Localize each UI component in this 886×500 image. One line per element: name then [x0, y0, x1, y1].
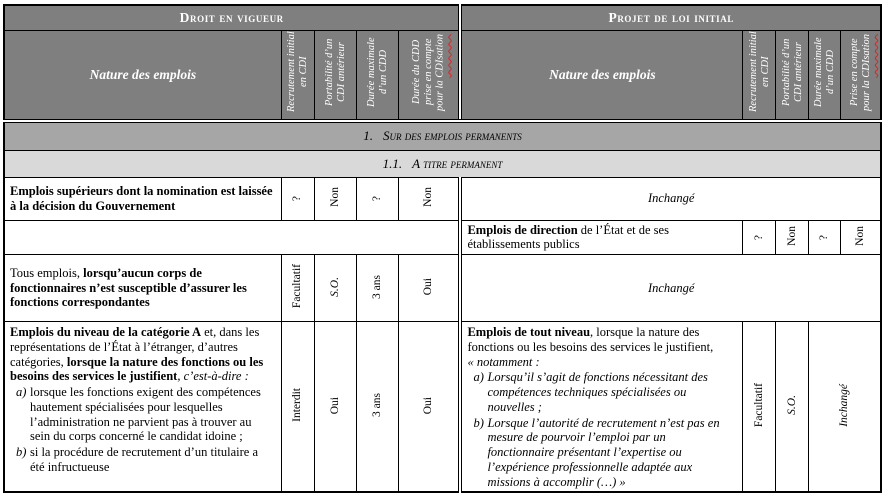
- row4-left-nature-cell: Emplois du niveau de la catégorie A et, …: [3, 321, 282, 493]
- section-1-cell: 1. Sur des emplois permanents: [3, 120, 882, 151]
- row4-right-value-recrutement: Facultatif: [742, 321, 777, 493]
- col-header-left-portabilite: Portabilité d’un CDI antérieur: [313, 29, 357, 123]
- row3-left-value-recrutement: Facultatif: [280, 254, 315, 322]
- row2-right-value-portabilite: Non: [775, 219, 810, 255]
- table-row-emplois-superieurs: Emplois supérieurs dont la nomination es…: [3, 176, 882, 221]
- col-header-left-duree-max: Durée maximale d’un CDD: [355, 29, 399, 123]
- row4-right-intro: Emplois de tout niveau, lorsque la natur…: [467, 325, 714, 354]
- nature-header-left: Nature des emplois: [3, 29, 282, 123]
- row2-left-empty-cell: [3, 219, 461, 255]
- row1-left-nature-cell: Emplois supérieurs dont la nomination es…: [3, 176, 282, 221]
- inchange-label: Inchangé: [647, 191, 695, 205]
- row2-right-value-cdisation: Non: [840, 219, 882, 255]
- col-header-right-cdisation: Prise en compte pour la CDIsation: [840, 29, 882, 123]
- row3-left-value-duree-max: 3 ans: [355, 254, 399, 322]
- row4-left-value-duree-max: 3 ans: [355, 321, 399, 493]
- row2-right-value-recrutement: ?: [742, 219, 777, 255]
- list-item-b: b) si la procédure de recrutement d’un t…: [16, 445, 259, 474]
- spellcheck-underlined-word: CDIsation: [434, 33, 446, 78]
- row4-right-merged-value: Inchangé: [808, 321, 882, 493]
- nature-header-right: Nature des emplois: [458, 29, 744, 123]
- table-row-categorie-a: Emplois du niveau de la catégorie A et, …: [3, 321, 882, 493]
- row4-right-notamment: « notamment :: [467, 354, 540, 369]
- col-header-left-recrutement: Recrutement initial en CDI: [280, 29, 315, 123]
- row4-right-value-portabilite: S.O.: [775, 321, 810, 493]
- row2-right-nature-cell: Emplois de direction de l’État et de ses…: [458, 219, 744, 255]
- col-header-right-duree-max: Durée maximale d’un CDD: [808, 29, 842, 123]
- row3-right-merged-cell: Inchangé: [458, 254, 882, 322]
- row3-left-value-portabilite: S.O.: [313, 254, 357, 322]
- section-1-1-title: A titre permanent: [412, 155, 503, 171]
- group-title-left: Droit en vigueur: [3, 4, 461, 31]
- row4-left-value-cdisation: Oui: [397, 321, 461, 493]
- section-1-title: Sur des emplois permanents: [383, 128, 522, 144]
- table-row-emplois-direction: Emplois de direction de l’État et de ses…: [3, 219, 882, 255]
- list-item-a: a) Lorsqu’il s’agit de fonctions nécessi…: [473, 370, 708, 414]
- group-title-left-label: Droit en vigueur: [179, 9, 284, 25]
- group-title-right-label: Projet de loi initial: [608, 9, 734, 25]
- section-row-1-1: 1.1. A titre permanent: [3, 149, 882, 178]
- row1-left-value-recrutement: ?: [280, 176, 315, 221]
- row4-left-intro: Emplois du niveau de la catégorie A et, …: [10, 325, 264, 384]
- row4-left-value-recrutement: Interdit: [280, 321, 315, 493]
- row1-left-value-cdisation: Non: [397, 176, 461, 221]
- section-row-1: 1. Sur des emplois permanents: [3, 120, 882, 151]
- row4-right-nature-cell: Emplois de tout niveau, lorsque la natur…: [458, 321, 744, 493]
- row4-left-value-portabilite: Oui: [313, 321, 357, 493]
- section-1-number: 1.: [363, 128, 373, 144]
- list-item-a: a) lorsque les fonctions exigent des com…: [16, 385, 261, 444]
- row3-left-nature-cell: Tous emplois, lorsqu’aucun corps de fonc…: [3, 254, 282, 322]
- col-header-right-portabilite: Portabilité d’un CDI antérieur: [775, 29, 810, 123]
- row3-left-value-cdisation: Oui: [397, 254, 461, 322]
- col-header-left-cdisation: Durée du CDD prise en compte pour la CDI…: [397, 29, 461, 123]
- row1-left-value-duree-max: ?: [355, 176, 399, 221]
- section-1-1-cell: 1.1. A titre permanent: [3, 149, 882, 178]
- col-header-right-recrutement: Recrutement initial en CDI: [742, 29, 777, 123]
- row1-right-merged-cell: Inchangé: [458, 176, 882, 221]
- group-title-row: Droit en vigueur Projet de loi initial: [3, 4, 882, 31]
- row1-left-value-portabilite: Non: [313, 176, 357, 221]
- table-row-tous-emplois: Tous emplois, lorsqu’aucun corps de fonc…: [3, 254, 882, 322]
- spellcheck-underlined-word: CDIsation: [860, 33, 872, 78]
- column-header-row: Nature des emplois Recrutement initial e…: [3, 29, 882, 123]
- group-title-right: Projet de loi initial: [458, 4, 882, 31]
- inchange-label: Inchangé: [647, 280, 695, 295]
- list-item-b: b) Lorsque l’autorité de recrutement n’e…: [473, 415, 720, 489]
- row2-right-value-duree-max: ?: [808, 219, 842, 255]
- comparison-table: Droit en vigueur Projet de loi initial N…: [3, 4, 882, 494]
- section-1-1-number: 1.1.: [382, 155, 403, 171]
